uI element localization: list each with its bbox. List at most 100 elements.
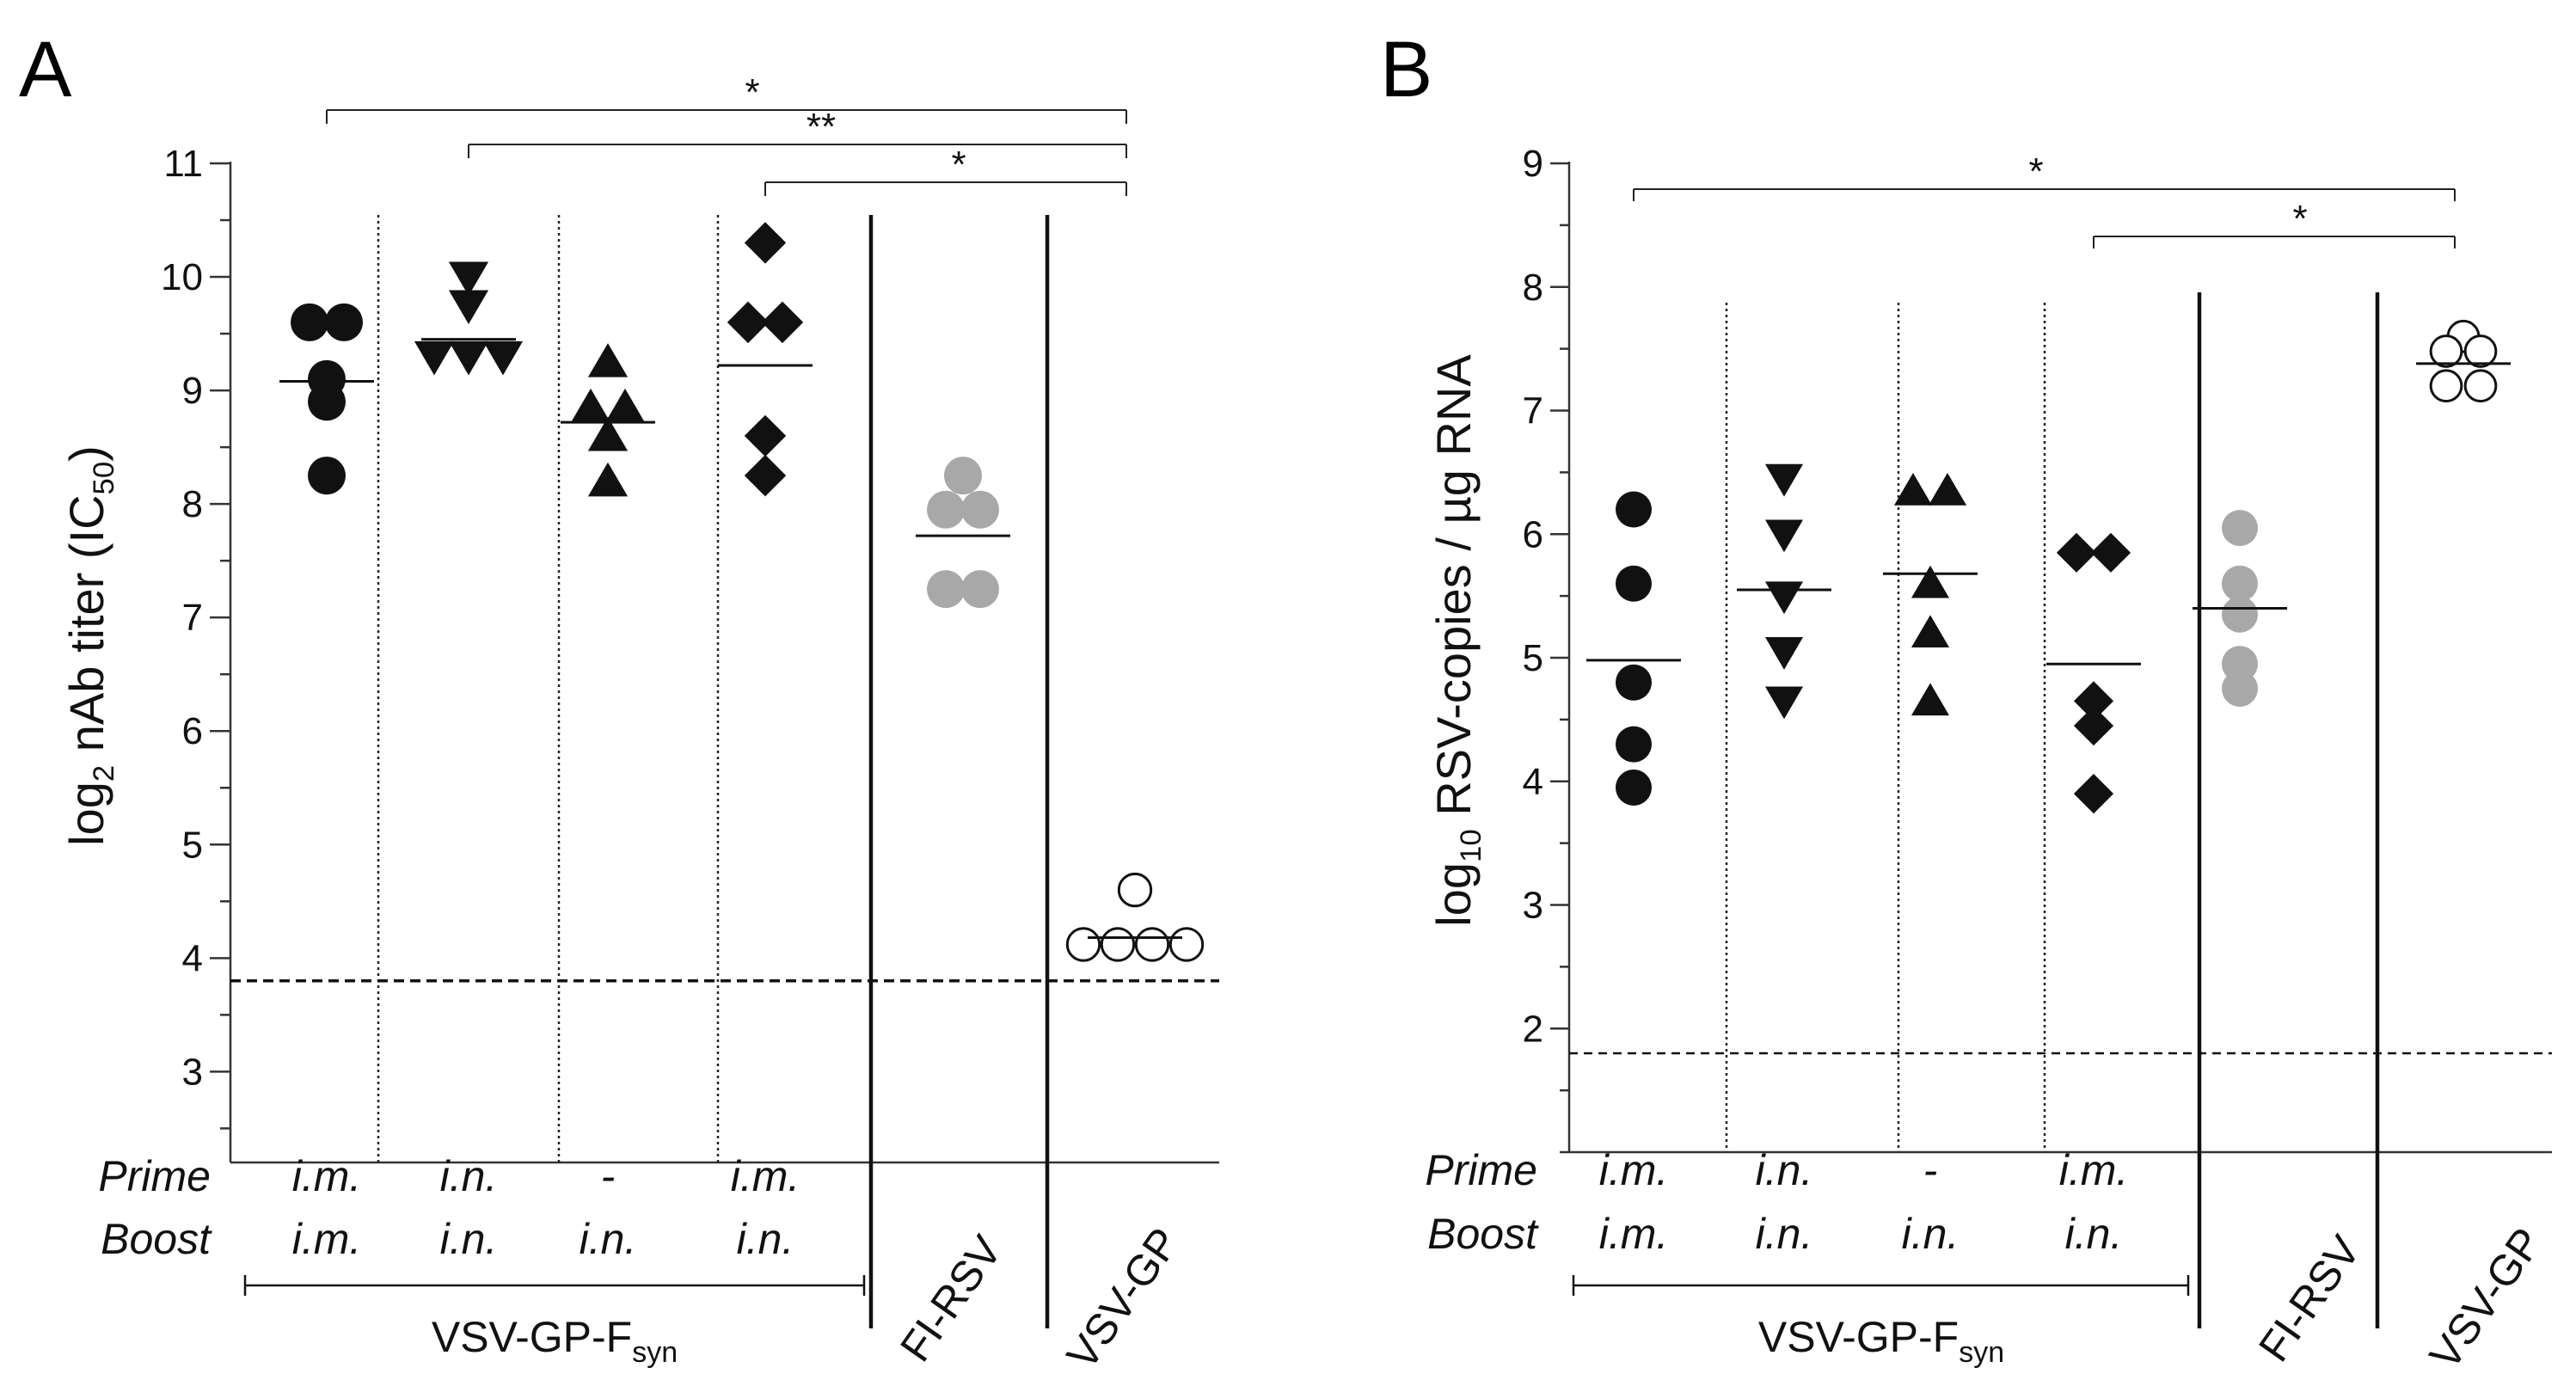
boost-label: i.n.: [737, 1215, 794, 1263]
data-point: [1928, 472, 1967, 506]
row-label: Boost: [1427, 1210, 1539, 1258]
group-name-label: FI-RSV: [891, 1227, 1011, 1371]
data-point: [1764, 581, 1804, 615]
data-point: [308, 383, 346, 421]
data-point: [1911, 683, 1950, 716]
data-point: [1911, 565, 1950, 598]
y-tick-label: 10: [161, 256, 203, 298]
y-tick-label: 11: [163, 143, 203, 185]
group-name-label: FI-RSV: [2249, 1227, 2370, 1371]
y-tick-label: 3: [182, 1051, 203, 1093]
data-point: [2056, 532, 2097, 573]
data-point: [761, 301, 804, 344]
data-point: [291, 303, 328, 341]
y-tick-label: 4: [182, 937, 203, 979]
data-point: [1100, 927, 1136, 962]
data-point: [448, 290, 489, 325]
data-point: [1764, 637, 1804, 670]
data-point: [1134, 927, 1170, 962]
group-name-label: VSV-GP: [1058, 1219, 1189, 1378]
data-point: [587, 343, 629, 377]
data-point: [1911, 615, 1950, 648]
significance-label: *: [2292, 198, 2307, 240]
panel-b: B 2 3 4 5 6 7 8 9 log10 RSV-copies / µg RNA Prime…: [1380, 26, 2552, 1378]
data-point: [2090, 532, 2131, 573]
y-tick-label: 9: [1523, 143, 1543, 185]
data-point: [727, 301, 770, 344]
boost-label: i.n.: [440, 1215, 498, 1263]
data-point: [2073, 774, 2114, 814]
y-tick-label: 7: [1523, 390, 1543, 432]
data-point: [448, 340, 489, 376]
data-point: [2222, 565, 2258, 602]
boost-label: i.n.: [1902, 1210, 1960, 1258]
data-point: [2429, 369, 2463, 403]
significance-label: **: [807, 106, 836, 148]
boost-label: i.m.: [1599, 1210, 1669, 1258]
data-point: [1764, 463, 1804, 497]
y-tick-label: 9: [182, 370, 203, 412]
data-point: [2222, 510, 2258, 547]
y-tick-label: 2: [1523, 1008, 1543, 1050]
data-point: [482, 340, 524, 376]
data-point: [961, 490, 999, 529]
data-point: [587, 462, 629, 497]
data-point: [961, 570, 999, 609]
boost-label: i.n.: [2065, 1210, 2123, 1258]
data-point: [1616, 726, 1652, 763]
data-point: [1616, 565, 1652, 602]
data-point: [570, 388, 611, 423]
data-point: [1065, 927, 1101, 962]
y-tick-label: 4: [1523, 761, 1543, 803]
prime-label: -: [1923, 1146, 1938, 1194]
prime-label: i.m.: [731, 1152, 800, 1200]
data-point: [448, 261, 489, 297]
data-point: [325, 303, 363, 341]
data-point: [1168, 927, 1205, 962]
group-name-label: VSV-GP: [2420, 1219, 2552, 1378]
data-point: [308, 457, 346, 495]
row-label: Prime: [98, 1152, 211, 1200]
prime-label: i.m.: [2059, 1146, 2129, 1194]
prime-label: i.m.: [292, 1152, 362, 1200]
data-point: [2463, 334, 2498, 368]
row-label: Prime: [1425, 1146, 1537, 1194]
data-point: [927, 490, 965, 529]
y-axis-label: log10 RSV-copies / µg RNA: [1426, 354, 1487, 927]
data-point: [2222, 646, 2258, 683]
data-point: [1764, 519, 1804, 553]
panel-b-letter: B: [1380, 26, 1432, 113]
data-point: [604, 388, 646, 423]
bracket-label: VSV-GP-Fsyn: [432, 1313, 678, 1369]
data-point: [1893, 472, 1933, 506]
y-tick-label: 5: [1523, 637, 1543, 679]
data-point: [744, 454, 787, 497]
y-tick-label: 5: [182, 824, 203, 866]
significance-label: *: [2028, 150, 2043, 193]
data-point: [414, 340, 455, 376]
bracket-label: VSV-GP-Fsyn: [1758, 1313, 2004, 1369]
data-point: [1616, 491, 1652, 528]
data-point: [1117, 872, 1153, 908]
panel-a: A 3 4 5 6 7 8 9 10 11 log2 nAb titer (IC50) Prime B…: [19, 26, 1219, 1378]
y-axis-label: log2 nAb titer (IC50): [59, 445, 120, 846]
data-point: [2222, 670, 2258, 707]
data-point: [944, 457, 982, 495]
y-tick-label: 6: [182, 710, 203, 752]
y-tick-label: 7: [182, 597, 203, 639]
data-point: [744, 414, 787, 457]
data-point: [2222, 596, 2258, 633]
boost-label: i.n.: [1756, 1210, 1813, 1258]
data-point: [744, 222, 787, 264]
data-point: [2073, 705, 2114, 746]
significance-label: *: [745, 71, 759, 113]
boost-label: i.m.: [292, 1215, 362, 1263]
prime-label: -: [601, 1152, 616, 1200]
prime-label: i.n.: [1756, 1146, 1813, 1194]
significance-label: *: [951, 144, 966, 186]
boost-label: i.n.: [580, 1215, 637, 1263]
data-point: [2073, 681, 2114, 721]
data-point: [1616, 664, 1652, 701]
data-point: [1764, 686, 1804, 720]
